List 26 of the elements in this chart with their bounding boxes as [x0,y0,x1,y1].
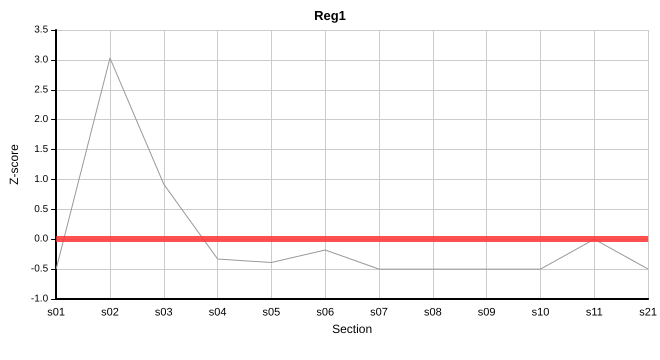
x-tick-label: s10 [532,306,550,318]
x-tick-label: s08 [424,306,442,318]
x-tick-label: s11 [586,306,603,318]
y-axis-title: Z-score [7,144,21,185]
y-tick-label: -0.5 [30,264,49,275]
x-tick-label: s09 [478,306,496,318]
y-tick-label: 0.0 [34,234,49,245]
y-tick-label: 3.5 [34,24,49,36]
y-tick-label: 3.0 [34,54,49,66]
line-series [56,58,649,270]
y-tick-label: 1.0 [34,174,49,185]
x-tick-label: s07 [370,306,388,318]
y-tick-label: 2.5 [34,84,49,96]
y-tick-label: -1.0 [30,294,49,304]
chart-title: Reg1 [314,8,346,23]
y-tick-label: 2.0 [34,114,49,126]
y-tick-label: 0.5 [34,204,49,215]
x-tick-label: s21 [639,306,658,318]
x-tick-label: s01 [47,306,66,318]
x-tick-label: s02 [101,306,119,318]
x-tick-label: s06 [316,306,334,318]
y-tick-label: 1.5 [34,144,49,156]
x-axis-title: Section [332,322,372,336]
x-tick-label: s04 [208,306,226,318]
x-tick-label: s03 [154,306,173,318]
x-tick-label: s05 [262,306,280,318]
